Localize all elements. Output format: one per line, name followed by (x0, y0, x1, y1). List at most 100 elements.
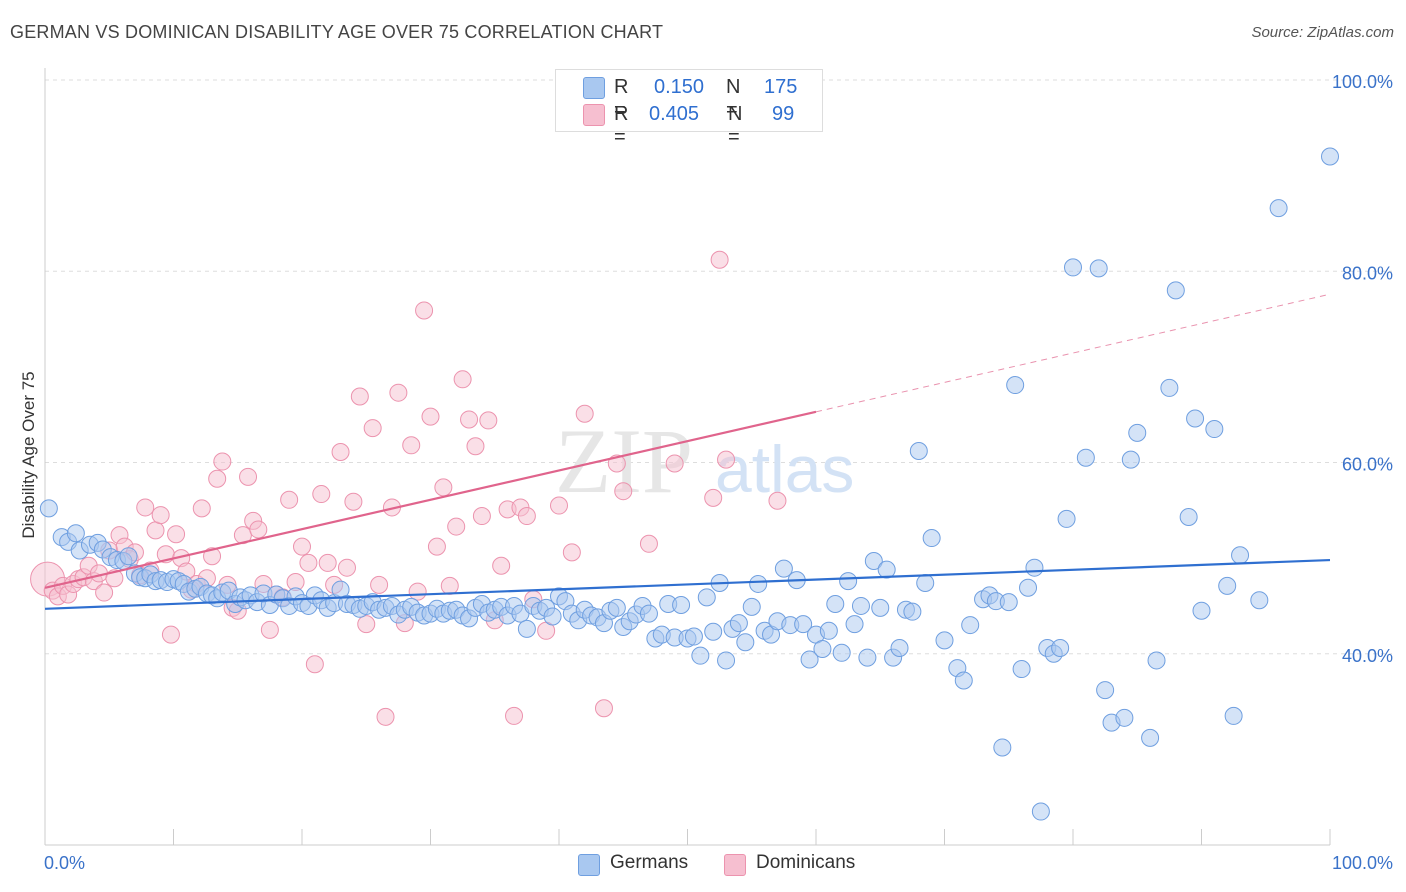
german-point (1218, 576, 1237, 595)
german-point (1160, 378, 1179, 397)
german-point (832, 643, 851, 662)
y-axis-label: Disability Age Over 75 (19, 371, 38, 538)
dominican-point (594, 699, 613, 718)
dominican-point (363, 419, 382, 438)
german-point (39, 499, 58, 518)
german-point (1166, 281, 1185, 300)
german-point (717, 651, 736, 670)
dominicans-trend-extension (815, 293, 1331, 413)
bottom-dominicans-label: Dominicans (756, 852, 856, 873)
german-point (1321, 147, 1339, 166)
german-point (826, 595, 845, 614)
dominican-point (213, 452, 232, 471)
dominican-point (505, 706, 524, 725)
dominican-point (421, 407, 440, 426)
dominican-point (614, 482, 633, 501)
dominican-point (717, 450, 736, 469)
dominican-point (239, 467, 258, 486)
german-point (1064, 258, 1082, 277)
dominican-point (376, 707, 395, 726)
german-point (961, 616, 980, 635)
german-point (1025, 558, 1044, 577)
dominicans-n-value: 99 (772, 103, 795, 125)
german-point (1121, 450, 1140, 469)
germans-r-label: R = (614, 76, 629, 121)
german-point (916, 573, 935, 592)
dominicans-r-label: R = (614, 103, 629, 148)
bottom-dominicans-swatch (724, 854, 746, 876)
dominican-point (408, 582, 427, 601)
dominican-point (434, 478, 453, 497)
dominican-point (331, 442, 350, 461)
dominican-point (639, 534, 658, 553)
dominican-point (299, 553, 318, 572)
dominican-point (402, 436, 421, 455)
german-point (993, 738, 1012, 757)
dominican-point (460, 410, 479, 429)
dominican-point (167, 525, 186, 544)
german-point (935, 631, 954, 650)
dominicans-swatch (583, 104, 605, 126)
germans-n-value: 175 (764, 76, 798, 98)
german-point (922, 529, 941, 548)
german-point (1051, 639, 1070, 658)
german-point (1076, 448, 1095, 467)
dominicans-trend-line (44, 410, 817, 589)
axes (44, 68, 1331, 846)
dominican-point (472, 507, 491, 526)
german-point (1186, 409, 1205, 428)
german-point (954, 671, 973, 690)
dominican-point (305, 655, 324, 674)
german-point (864, 551, 883, 570)
german-point (543, 607, 562, 626)
dominican-point (357, 615, 376, 634)
german-point (800, 650, 819, 669)
german-point (1192, 601, 1211, 620)
dominican-point (517, 507, 536, 526)
dominican-point (440, 576, 459, 595)
germans-swatch (583, 77, 605, 99)
dominican-point (575, 404, 594, 423)
german-point (1147, 651, 1166, 670)
german-point (890, 639, 909, 658)
tick-labels: 40.0% 60.0% 80.0% 100.0% 0.0% 100.0% (44, 72, 1393, 873)
source-label: Source: ZipAtlas.com (1251, 24, 1394, 41)
german-point (845, 615, 864, 634)
german-point (704, 622, 723, 641)
dominican-point (312, 485, 331, 504)
legend-box: R = 0.150 N = 175 R = 0.405 N = 99 (555, 69, 823, 148)
dominican-point (768, 491, 787, 510)
dominican-point (280, 490, 299, 509)
y-tick-label: 60.0% (1342, 455, 1393, 475)
dominican-point (453, 370, 472, 389)
dominican-point (415, 301, 434, 320)
german-point (1250, 591, 1269, 610)
dominicans-r-value: 0.405 (649, 103, 700, 125)
german-point (1031, 802, 1050, 821)
dominican-point (427, 537, 446, 556)
german-point (999, 593, 1018, 612)
german-point (794, 615, 813, 634)
german-point (1179, 508, 1198, 527)
dominican-point (208, 469, 227, 488)
german-point (909, 442, 928, 461)
dominican-point (550, 496, 568, 515)
german-point (819, 621, 838, 640)
chart-title: GERMAN VS DOMINICAN DISABILITY AGE OVER … (10, 22, 664, 42)
dominican-point (370, 575, 389, 594)
german-point (749, 574, 768, 593)
german-point (1231, 546, 1250, 565)
dominican-point (249, 520, 268, 539)
dominican-point (710, 250, 729, 269)
dominican-point (337, 558, 356, 577)
german-point (1269, 199, 1288, 218)
dominican-point (192, 499, 211, 518)
x-tick-label: 100.0% (1332, 853, 1393, 873)
german-point (1115, 708, 1134, 727)
german-point (877, 560, 896, 579)
german-point (839, 572, 858, 591)
dominican-point (492, 556, 511, 575)
german-point (903, 602, 922, 621)
german-point (851, 596, 870, 615)
